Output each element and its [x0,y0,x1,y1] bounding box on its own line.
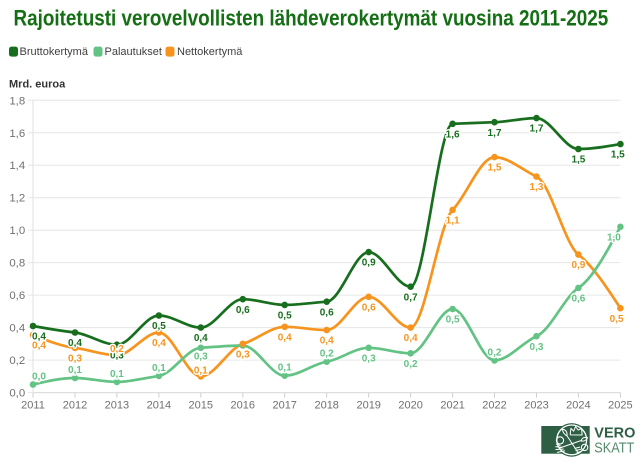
svg-text:0,4: 0,4 [320,336,334,347]
svg-text:0,6: 0,6 [320,307,334,318]
svg-text:0,6: 0,6 [9,290,25,302]
svg-text:0,4: 0,4 [278,332,292,343]
svg-text:2021: 2021 [440,400,464,412]
svg-text:0,7: 0,7 [404,292,418,303]
svg-text:Palautukset: Palautukset [105,46,162,58]
svg-text:0,3: 0,3 [110,350,124,361]
svg-text:1,2: 1,2 [9,193,25,205]
svg-text:2023: 2023 [524,400,548,412]
svg-text:1,6: 1,6 [446,129,460,140]
svg-text:0,6: 0,6 [571,294,585,305]
svg-text:0,2: 0,2 [9,355,25,367]
svg-text:1,8: 1,8 [9,95,25,107]
svg-text:1,4: 1,4 [9,160,25,172]
svg-text:0,5: 0,5 [446,315,460,326]
svg-text:0,1: 0,1 [152,363,166,374]
svg-text:0,2: 0,2 [110,344,124,355]
svg-text:2020: 2020 [398,400,422,412]
svg-text:2024: 2024 [566,400,590,412]
svg-text:0,4: 0,4 [68,338,82,349]
svg-text:0,4: 0,4 [32,341,46,352]
svg-text:1,7: 1,7 [530,124,544,135]
svg-text:0,2: 0,2 [320,349,334,360]
svg-text:1,3: 1,3 [530,182,544,193]
svg-text:0,3: 0,3 [194,351,208,362]
svg-text:0,4: 0,4 [152,338,166,349]
svg-text:Nettokertymä: Nettokertymä [177,46,243,58]
svg-text:1,5: 1,5 [571,155,585,166]
svg-text:0,1: 0,1 [194,365,208,376]
svg-text:SKATT: SKATT [594,440,634,456]
svg-text:1,0: 1,0 [607,232,621,243]
svg-text:2025: 2025 [608,400,632,412]
svg-text:0,4: 0,4 [32,332,46,343]
svg-text:0,0: 0,0 [9,388,25,400]
svg-text:0,6: 0,6 [362,302,376,313]
svg-text:2019: 2019 [356,400,380,412]
svg-text:2013: 2013 [105,400,129,412]
svg-text:0,0: 0,0 [32,372,46,383]
svg-text:0,4: 0,4 [194,333,208,344]
svg-text:2011: 2011 [21,400,45,412]
svg-text:0,2: 0,2 [404,359,418,370]
svg-text:1,6: 1,6 [9,128,25,140]
svg-text:2017: 2017 [272,400,296,412]
svg-text:2012: 2012 [63,400,87,412]
svg-text:1,5: 1,5 [488,163,502,174]
svg-text:0,9: 0,9 [571,260,585,271]
svg-text:0,3: 0,3 [362,353,376,364]
svg-text:0,8: 0,8 [9,258,25,270]
svg-text:0,3: 0,3 [68,354,82,365]
svg-text:1,5: 1,5 [611,150,625,161]
svg-text:0,1: 0,1 [278,363,292,374]
svg-text:2015: 2015 [189,400,213,412]
svg-text:0,6: 0,6 [236,305,250,316]
svg-text:0,5: 0,5 [610,314,624,325]
svg-text:0,5: 0,5 [152,321,166,332]
svg-text:0,9: 0,9 [362,258,376,269]
svg-text:2018: 2018 [314,400,338,412]
svg-text:0,5: 0,5 [278,311,292,322]
svg-text:2022: 2022 [482,400,506,412]
svg-text:0,3: 0,3 [530,342,544,353]
svg-text:1,7: 1,7 [488,128,502,139]
svg-text:2016: 2016 [231,400,255,412]
svg-text:0,1: 0,1 [68,365,82,376]
svg-text:1,1: 1,1 [446,216,460,227]
svg-text:0,2: 0,2 [488,347,502,358]
svg-text:0,4: 0,4 [404,333,418,344]
svg-text:VERO: VERO [594,425,635,441]
svg-text:Rajoitetusti verovelvollisten: Rajoitetusti verovelvollisten lähdeverok… [14,6,609,31]
svg-text:Mrd. euroa: Mrd. euroa [9,79,66,91]
svg-text:2014: 2014 [147,400,171,412]
svg-text:1,0: 1,0 [9,225,25,237]
svg-text:0,3: 0,3 [236,350,250,361]
svg-text:0,1: 0,1 [110,369,124,380]
svg-text:0,4: 0,4 [9,323,25,335]
svg-text:Bruttokertymä: Bruttokertymä [20,46,89,58]
